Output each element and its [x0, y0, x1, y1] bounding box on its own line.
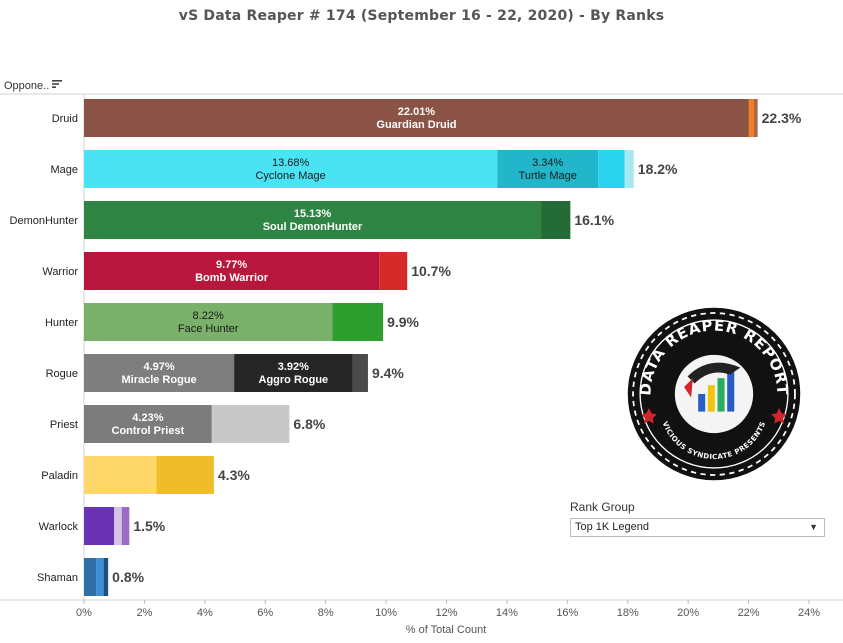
bar-segment[interactable]	[84, 252, 380, 290]
x-tick-label: 0%	[76, 607, 92, 619]
bar-segment[interactable]	[352, 354, 368, 392]
total-label: 10.7%	[411, 263, 451, 279]
bar-segment[interactable]	[84, 558, 97, 596]
category-label: Shaman	[37, 572, 78, 584]
segment-value-label: 9.77%	[216, 259, 247, 271]
category-label: Rogue	[46, 368, 78, 380]
bar-segment[interactable]	[598, 150, 625, 188]
total-label: 4.3%	[218, 467, 250, 483]
total-label: 1.5%	[133, 518, 165, 534]
bar-segment[interactable]	[754, 99, 758, 137]
bar-segment[interactable]	[497, 150, 599, 188]
segment-name-label: Control Priest	[112, 425, 185, 437]
segment-name-label: Turtle Mage	[519, 170, 577, 182]
data-reaper-report-logo: DATA REAPER REPORT VICIOUS SYNDICATE PRE…	[627, 307, 801, 481]
total-label: 6.8%	[293, 416, 325, 432]
bar-segment[interactable]	[624, 150, 634, 188]
segment-value-label: 3.34%	[532, 157, 563, 169]
chevron-down-icon[interactable]: ▼	[809, 522, 818, 532]
bar-segment[interactable]	[156, 456, 214, 494]
category-label: Warlock	[39, 521, 79, 533]
bar-segment[interactable]	[84, 99, 749, 137]
bar-segment[interactable]	[114, 507, 122, 545]
x-tick-label: 14%	[496, 607, 518, 619]
bar-segment[interactable]	[84, 507, 115, 545]
bar-segment[interactable]	[379, 252, 408, 290]
bar-segment[interactable]	[84, 405, 212, 443]
category-label: DemonHunter	[10, 215, 79, 227]
segment-name-label: Soul DemonHunter	[263, 221, 363, 233]
bar-segment[interactable]	[748, 99, 755, 137]
segment-value-label: 22.01%	[398, 106, 436, 118]
chart-title: vS Data Reaper # 174 (September 16 - 22,…	[178, 8, 665, 24]
total-label: 22.3%	[762, 110, 802, 126]
x-tick-label: 20%	[677, 607, 699, 619]
segment-value-label: 15.13%	[294, 208, 332, 220]
bar-segment[interactable]	[121, 507, 130, 545]
bar-segment[interactable]	[84, 303, 333, 341]
category-label: Paladin	[41, 470, 78, 482]
bar-segment[interactable]	[84, 354, 235, 392]
segment-value-label: 3.92%	[278, 361, 309, 373]
segment-name-label: Cyclone Mage	[255, 170, 325, 182]
segment-name-label: Miracle Rogue	[121, 374, 196, 386]
x-axis-title: % of Total Count	[406, 624, 487, 636]
x-tick-label: 24%	[798, 607, 820, 619]
total-label: 9.4%	[372, 365, 404, 381]
x-tick-label: 18%	[617, 607, 639, 619]
x-tick-label: 8%	[318, 607, 334, 619]
total-label: 18.2%	[638, 161, 678, 177]
total-label: 9.9%	[387, 314, 419, 330]
segment-value-label: 4.97%	[143, 361, 174, 373]
x-tick-label: 4%	[197, 607, 213, 619]
category-label: Mage	[50, 164, 78, 176]
bar-segment[interactable]	[234, 354, 353, 392]
total-label: 0.8%	[112, 569, 144, 585]
x-tick-label: 12%	[435, 607, 457, 619]
segment-name-label: Aggro Rogue	[259, 374, 329, 386]
bar-segment[interactable]	[332, 303, 384, 341]
bar-segment[interactable]	[541, 201, 571, 239]
x-tick-label: 16%	[556, 607, 578, 619]
bar-segment[interactable]	[84, 201, 542, 239]
bar-segment[interactable]	[103, 558, 109, 596]
category-label: Druid	[52, 113, 78, 125]
rank-group-label: Rank Group	[570, 500, 635, 514]
x-tick-label: 22%	[738, 607, 760, 619]
segment-name-label: Face Hunter	[178, 323, 239, 335]
category-label: Warrior	[42, 266, 78, 278]
bar-segment[interactable]	[84, 456, 157, 494]
bar-segment[interactable]	[96, 558, 104, 596]
x-tick-label: 6%	[257, 607, 273, 619]
category-label: Hunter	[45, 317, 78, 329]
segment-name-label: Bomb Warrior	[195, 272, 269, 284]
rank-group-selected-value: Top 1K Legend	[575, 521, 650, 533]
rank-group-dropdown[interactable]: Top 1K Legend ▼	[570, 518, 825, 537]
segment-name-label: Guardian Druid	[376, 119, 456, 131]
bar-segment[interactable]	[84, 150, 498, 188]
total-label: 16.1%	[574, 212, 614, 228]
opponent-field-header[interactable]: Oppone..	[4, 80, 50, 92]
sort-descending-icon[interactable]	[51, 78, 63, 90]
segment-value-label: 4.23%	[132, 412, 163, 424]
x-tick-label: 2%	[136, 607, 152, 619]
bar-segment[interactable]	[211, 405, 290, 443]
segment-value-label: 8.22%	[193, 310, 224, 322]
x-tick-label: 10%	[375, 607, 397, 619]
category-label: Priest	[50, 419, 78, 431]
segment-value-label: 13.68%	[272, 157, 310, 169]
